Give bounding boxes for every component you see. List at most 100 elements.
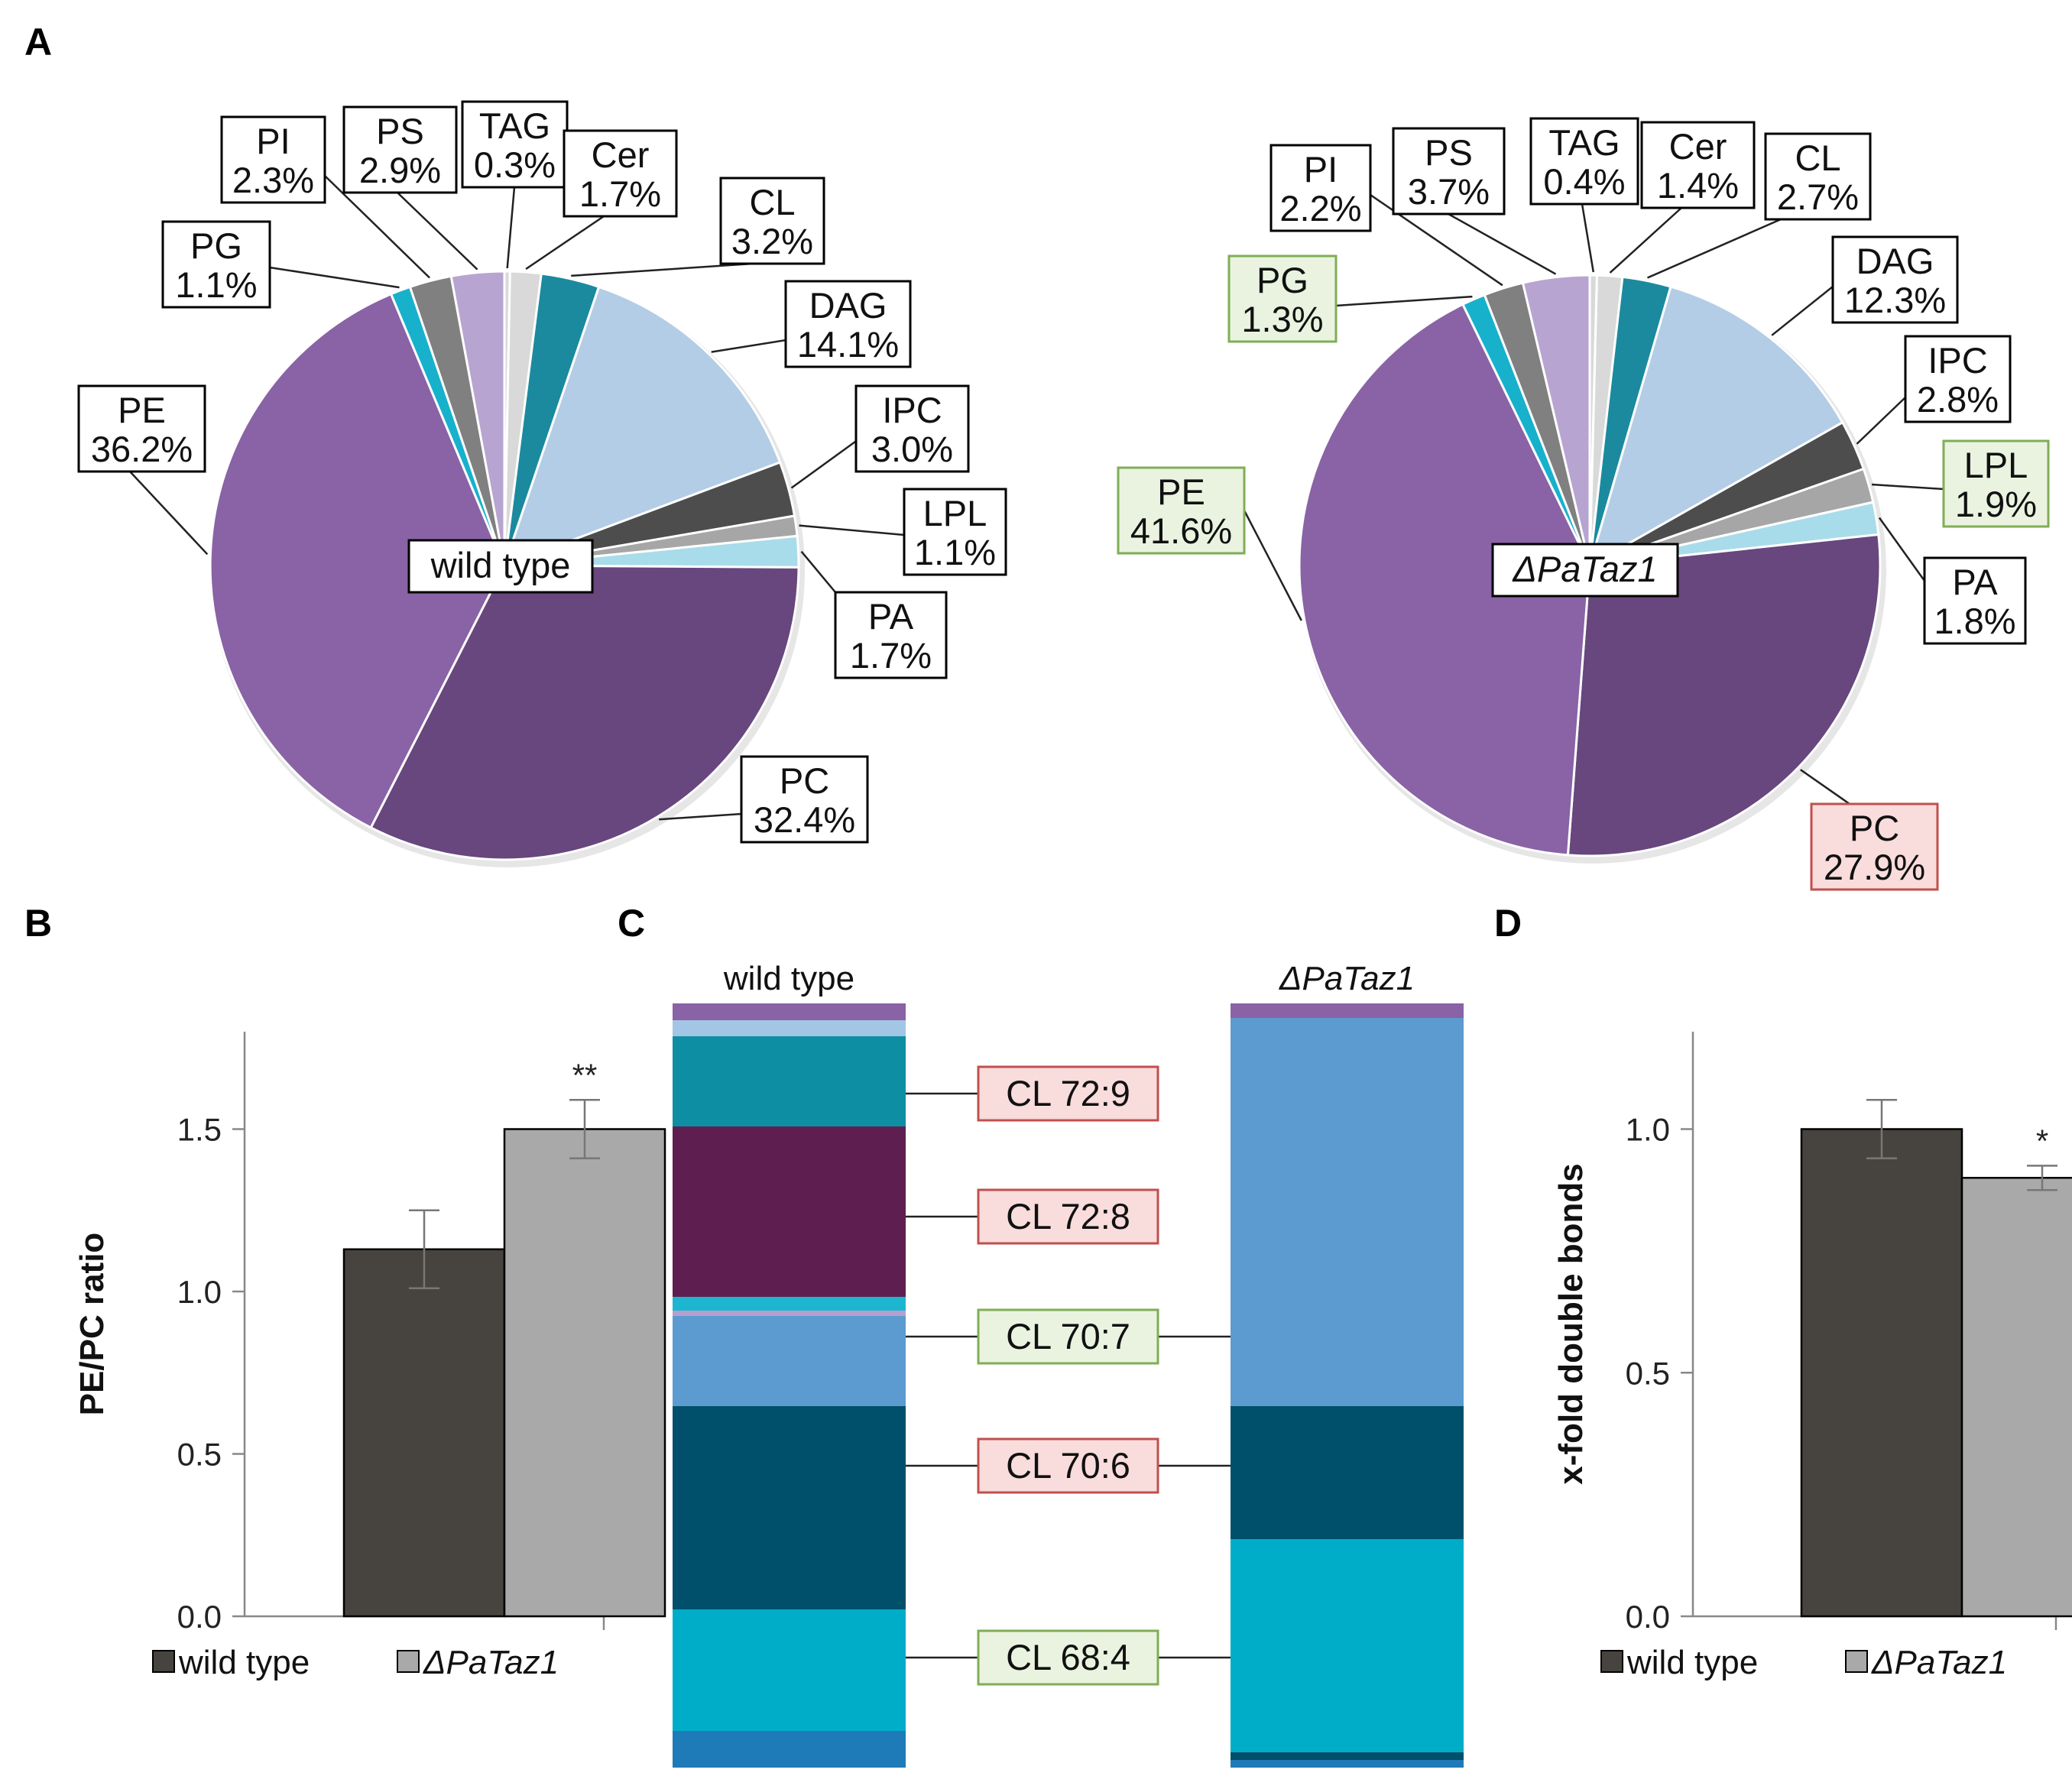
label-box-ps bbox=[1392, 127, 1506, 216]
legend-swatch-mutant bbox=[397, 1650, 420, 1673]
cl-species-label: CL 72:9 bbox=[1006, 1073, 1130, 1113]
leader-line-cer bbox=[1609, 207, 1682, 274]
label-box-ipc bbox=[854, 384, 970, 473]
slice-name-cl: CL bbox=[1795, 138, 1840, 178]
slice-percent-dag: 12.3% bbox=[1844, 280, 1946, 320]
leader-line-ps bbox=[397, 192, 478, 271]
mutant-segment bbox=[1231, 1003, 1464, 1018]
slice-percent-pe: 36.2% bbox=[91, 429, 193, 469]
legend-label-mutant: ΔPaTaz1 bbox=[1871, 1644, 2007, 1681]
leader-line-pa bbox=[800, 550, 836, 593]
slice-name-cl: CL bbox=[749, 182, 795, 222]
column-title-mutant: ΔPaTaz1 bbox=[1279, 960, 1415, 997]
pie-slice-pc bbox=[1566, 533, 1882, 857]
cl-species-label: CL 70:7 bbox=[1006, 1316, 1130, 1356]
bar-chart-double-bonds: 0.0 0.5 1.0 x-fold double bonds * wild type ΔP… bbox=[1552, 1032, 2072, 1681]
pie-slice-ps bbox=[1521, 274, 1591, 566]
slice-name-pc: PC bbox=[1850, 808, 1899, 848]
slice-name-pa: PA bbox=[1952, 562, 1998, 602]
center-label: wild type bbox=[430, 545, 571, 585]
center-label: ΔPaTaz1 bbox=[1512, 549, 1657, 589]
slice-percent-pa: 1.8% bbox=[1934, 601, 2015, 641]
slice-name-pi: PI bbox=[256, 121, 290, 161]
slice-percent-ps: 2.9% bbox=[359, 150, 441, 190]
wt-segment bbox=[673, 1036, 906, 1126]
label-box-lpl bbox=[1942, 439, 2050, 528]
pie-slice-ps bbox=[449, 270, 506, 566]
slice-name-pa: PA bbox=[868, 596, 914, 637]
legend-swatch-mutant bbox=[1845, 1650, 1868, 1673]
pie-chart-mutant: TAG0.4%Cer1.4%CL2.7%DAG12.3%IPC2.8%LPL1.… bbox=[1117, 117, 2050, 891]
leader-line-ipc bbox=[1856, 397, 1906, 445]
panel-letter-d: D bbox=[1494, 902, 1522, 945]
slice-percent-lpl: 1.1% bbox=[914, 532, 996, 572]
slice-percent-pa: 1.7% bbox=[850, 635, 932, 676]
slice-name-tag: TAG bbox=[479, 105, 550, 146]
pie-slice-pc bbox=[369, 564, 800, 861]
mutant-segment bbox=[1231, 1760, 1464, 1768]
slice-name-ipc: IPC bbox=[1928, 340, 1987, 381]
slice-percent-tag: 0.4% bbox=[1543, 161, 1625, 202]
slice-name-pi: PI bbox=[1304, 149, 1338, 190]
label-box-tag bbox=[1529, 117, 1639, 206]
wt-segment bbox=[673, 1297, 906, 1311]
center-label-box bbox=[1491, 543, 1679, 598]
leader-line-pe bbox=[1243, 510, 1302, 621]
slice-name-cer: Cer bbox=[592, 134, 650, 175]
slice-percent-ipc: 3.0% bbox=[871, 429, 953, 469]
slice-percent-ipc: 2.8% bbox=[1917, 379, 1999, 420]
center-label-box bbox=[407, 539, 594, 594]
slice-percent-ps: 3.7% bbox=[1408, 171, 1490, 212]
leader-line-cer bbox=[525, 215, 605, 271]
mutant-segment bbox=[1231, 1539, 1464, 1752]
slice-percent-pe: 41.6% bbox=[1130, 510, 1232, 551]
leader-line-tag bbox=[506, 186, 516, 269]
label-box-pc bbox=[740, 755, 869, 844]
significance-marker: * bbox=[2036, 1123, 2048, 1159]
mutant-segment bbox=[1231, 1752, 1464, 1760]
y-tick-label: 1.0 bbox=[177, 1274, 222, 1310]
label-box-pi bbox=[1269, 144, 1372, 232]
wt-segment bbox=[673, 1406, 906, 1609]
leader-line-pg bbox=[1335, 295, 1473, 307]
slice-name-lpl: LPL bbox=[1964, 445, 2028, 485]
y-axis-title: PE/PC ratio bbox=[73, 1233, 111, 1416]
stacked-bar-cl-species: wild type ΔPaTaz1 CL 72:9 CL 72:8 CL 70:7 CL … bbox=[673, 960, 1464, 1768]
leader-line-tag bbox=[1581, 203, 1595, 273]
cl-species-label: CL 70:6 bbox=[1006, 1445, 1130, 1486]
slice-name-ps: PS bbox=[376, 111, 424, 151]
leader-line-dag bbox=[1771, 286, 1834, 336]
y-tick-label: 0.5 bbox=[1626, 1355, 1670, 1391]
label-box-pe bbox=[77, 384, 206, 473]
cl-species-box bbox=[977, 1629, 1159, 1686]
wt-segment bbox=[673, 1020, 906, 1036]
y-axis-title: x-fold double bonds bbox=[1552, 1163, 1590, 1484]
wt-segment bbox=[673, 1311, 906, 1316]
slice-percent-pi: 2.3% bbox=[232, 160, 314, 200]
bar-wild-type bbox=[342, 1248, 506, 1618]
cl-species-label: CL 68:4 bbox=[1006, 1637, 1130, 1677]
leader-line-cl bbox=[1646, 218, 1782, 279]
leader-line-ps bbox=[1448, 212, 1557, 275]
label-box-pa bbox=[834, 591, 948, 679]
label-box-cer bbox=[563, 129, 678, 218]
column-title-wild-type: wild type bbox=[723, 960, 854, 997]
leader-line-ipc bbox=[790, 434, 864, 489]
pie-slice-pe bbox=[1298, 303, 1591, 857]
label-box-ipc bbox=[1904, 335, 2012, 423]
slice-name-tag: TAG bbox=[1548, 122, 1620, 163]
slice-percent-cer: 1.4% bbox=[1657, 165, 1739, 206]
slice-percent-pg: 1.3% bbox=[1241, 299, 1323, 339]
slice-name-cer: Cer bbox=[1669, 126, 1727, 167]
pie-slice-dag bbox=[1587, 285, 1844, 569]
slice-percent-pc: 27.9% bbox=[1824, 847, 1925, 887]
slice-percent-pc: 32.4% bbox=[754, 799, 855, 840]
panel-letter-c: C bbox=[618, 902, 645, 945]
legend-swatch-wild-type bbox=[1600, 1650, 1623, 1673]
cl-species-box bbox=[977, 1065, 1159, 1122]
cl-species-label: CL 72:8 bbox=[1006, 1196, 1130, 1236]
pie-slice-pe bbox=[209, 292, 506, 830]
label-box-pg bbox=[161, 220, 271, 309]
slice-name-pe: PE bbox=[1157, 472, 1205, 512]
slice-name-ps: PS bbox=[1425, 132, 1473, 173]
